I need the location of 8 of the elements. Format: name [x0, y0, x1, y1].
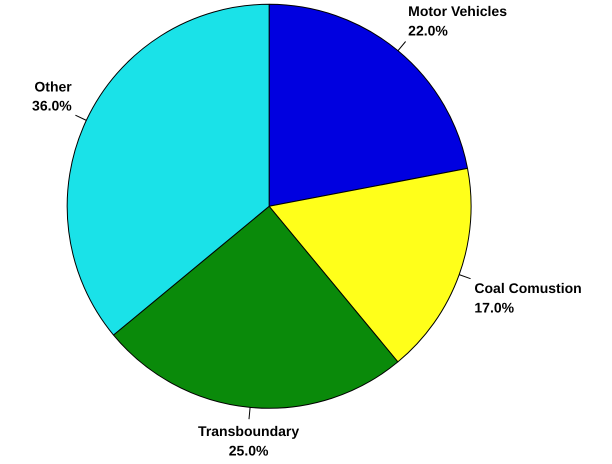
- data-label: 17.0%: [474, 299, 515, 316]
- slice-label: Motor Vehicles: [408, 3, 508, 20]
- slice-label: Transboundary: [198, 423, 300, 440]
- data-label: 25.0%: [228, 442, 270, 458]
- slice-label: Coal Comustion: [474, 280, 582, 296]
- slice-label: Other: [34, 78, 72, 94]
- data-label: 22.0%: [408, 22, 448, 38]
- data-label: 36.0%: [32, 98, 72, 114]
